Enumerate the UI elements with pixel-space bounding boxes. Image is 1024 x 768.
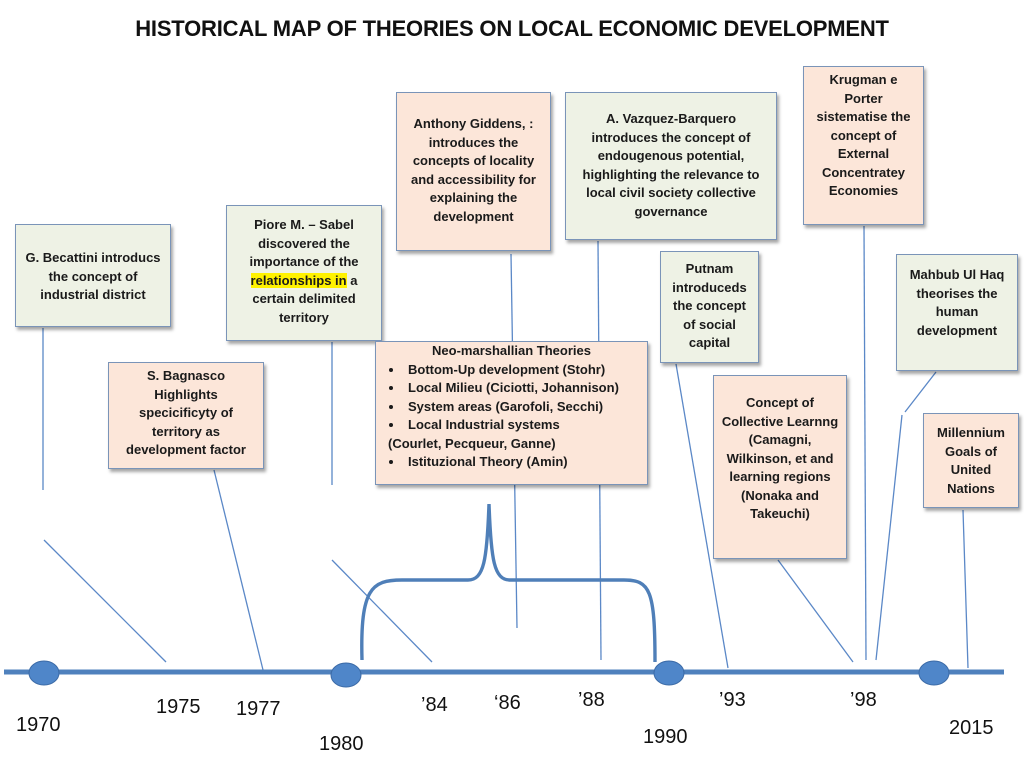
- box-haq: Mahbub Ul Haq theorises the human develo…: [896, 254, 1018, 371]
- year-label-1975: 1975: [156, 696, 201, 718]
- box-becattini-text: G. Becattini introducs the concept of in…: [25, 250, 161, 302]
- timeline-dot-2015: [918, 660, 950, 686]
- box-neo-marshallian: Neo-marshallian Theories Bottom-Up devel…: [375, 341, 648, 485]
- connector-putnam: [675, 363, 729, 669]
- box-bagnasco-text: S. Bagnasco Highlights specicificyty of …: [126, 368, 246, 457]
- neo-item-institutional: Istituzional Theory (Amin): [404, 453, 641, 472]
- neo-marshallian-brace: [360, 503, 657, 663]
- year-label-2015: 2015: [949, 717, 994, 739]
- connector-bagnasco: [213, 469, 265, 675]
- box-giddens: Anthony Giddens, : introduces the concep…: [396, 92, 551, 251]
- year-label-1990: 1990: [643, 726, 688, 748]
- connector-haq-b: [875, 414, 903, 661]
- year-label-86: ‘86: [494, 692, 521, 714]
- box-putnam: Putnam introduceds the concept of social…: [660, 251, 759, 363]
- connector-camagni: [777, 559, 854, 663]
- neo-item-local-milieu: Local Milieu (Ciciotti, Johannison): [404, 379, 641, 398]
- connector-84: [331, 559, 433, 663]
- year-label-93: ’93: [719, 689, 746, 711]
- neo-title: Neo-marshallian Theories: [432, 343, 591, 358]
- connector-haq-a: [904, 371, 937, 413]
- box-vazquez: A. Vazquez-Barquero introduces the conce…: [565, 92, 777, 240]
- connector-krugman: [863, 225, 867, 661]
- neo-item-local-industrial-authors: (Courlet, Pecqueur, Ganne): [388, 435, 556, 451]
- box-becattini: G. Becattini introducs the concept of in…: [15, 224, 171, 327]
- timeline-dot-1970: [28, 660, 60, 686]
- box-bagnasco: S. Bagnasco Highlights specicificyty of …: [108, 362, 264, 469]
- year-label-84: ’84: [421, 694, 448, 716]
- box-camagni: Concept of Collective Learnng (Camagni, …: [713, 375, 847, 559]
- box-krugman: Krugman e Porter sistematise the concept…: [803, 66, 924, 225]
- box-putnam-text: Putnam introduceds the concept of social…: [672, 261, 747, 350]
- box-haq-text: Mahbub Ul Haq theorises the human develo…: [909, 267, 1005, 338]
- box-millennium: Millennium Goals of United Nations: [923, 413, 1019, 508]
- box-piore: Piore M. – Sabel discovered the importan…: [226, 205, 382, 341]
- box-millennium-text: Millennium Goals of United Nations: [937, 425, 1005, 496]
- year-label-1970: 1970: [16, 714, 61, 736]
- box-krugman-text: Krugman e Porter sistematise the concept…: [816, 72, 911, 198]
- neo-item-system-areas: System areas (Garofoli, Secchi): [404, 398, 641, 417]
- neo-item-bottom-up: Bottom-Up development (Stohr): [404, 361, 641, 380]
- connector-mdg: [962, 509, 969, 669]
- box-vazquez-text: A. Vazquez-Barquero introduces the conce…: [582, 111, 760, 219]
- box-piore-text-end: a certain delimited territory: [252, 272, 358, 325]
- year-label-98: ’98: [850, 689, 877, 711]
- box-giddens-text: Anthony Giddens, : introduces the concep…: [411, 116, 536, 224]
- box-piore-highlight: relationships in: [250, 272, 347, 288]
- year-label-1980: 1980: [319, 733, 364, 755]
- diagram-title: HISTORICAL MAP OF THEORIES ON LOCAL ECON…: [135, 16, 889, 41]
- timeline-dot-1980: [330, 662, 362, 688]
- box-camagni-text: Concept of Collective Learnng (Camagni, …: [721, 395, 839, 521]
- neo-item-local-industrial: Local Industrial systems: [404, 416, 641, 435]
- year-label-1977: 1977: [236, 698, 281, 720]
- year-label-88: ’88: [578, 689, 605, 711]
- box-piore-text: Piore M. – Sabel discovered the importan…: [249, 217, 359, 269]
- connector-1970: [43, 539, 167, 663]
- timeline-dot-1990: [653, 660, 685, 686]
